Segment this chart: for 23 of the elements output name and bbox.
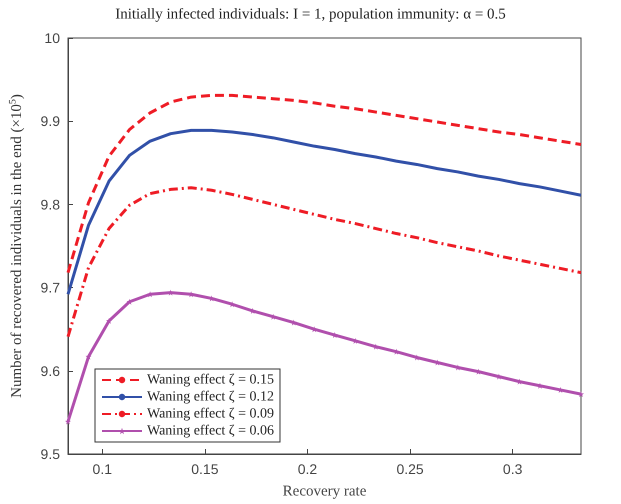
x-tick-label: 0.3 — [502, 461, 523, 477]
x-tick-label: 0.25 — [396, 461, 424, 477]
x-tick-label: 0.15 — [191, 461, 219, 477]
chart-title: Initially infected individuals: I = 1, population immunity: α = 0.5 — [115, 6, 506, 22]
y-tick-label: 9.9 — [40, 113, 60, 130]
x-axis-title: Recovery rate — [282, 484, 367, 500]
x-tick-label: 0.1 — [92, 461, 112, 477]
legend-label: Waning effect ζ = 0.09 — [147, 406, 274, 422]
legend-label: Waning effect ζ = 0.06 — [147, 424, 274, 438]
y-tick-label: 10 — [44, 30, 60, 46]
legend-label: Waning effect ζ = 0.15 — [147, 372, 274, 388]
line-series — [66, 128, 582, 296]
y-tick-label: 9.6 — [40, 362, 60, 379]
y-tick-label: 9.5 — [40, 446, 60, 462]
point — [86, 354, 92, 360]
x-tick-label: 0.2 — [298, 461, 318, 477]
line-series — [66, 186, 582, 338]
line-series — [66, 94, 582, 274]
y-tick-label: 9.7 — [40, 280, 60, 296]
y-tick-label: 9.8 — [40, 196, 60, 212]
y-axis-title: Number of recovered individuals in the end (×105) — [8, 94, 25, 398]
legend-label: Waning effect ζ = 0.12 — [147, 390, 274, 404]
point — [106, 318, 112, 324]
